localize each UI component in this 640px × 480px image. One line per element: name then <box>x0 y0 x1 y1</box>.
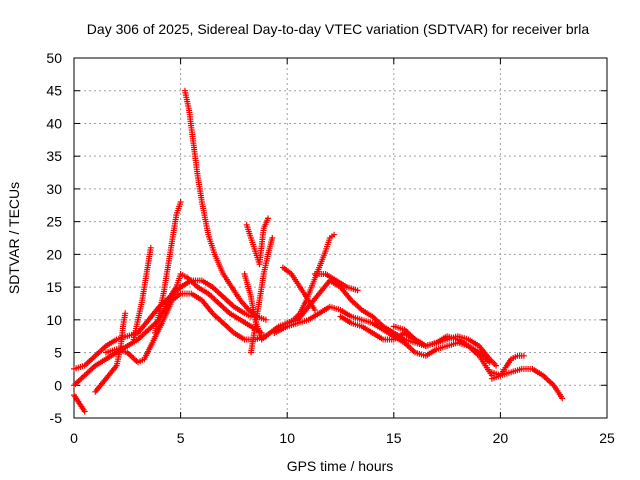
series-arc-11 <box>243 215 271 268</box>
series-markers <box>71 392 88 415</box>
y-tick-label: 15 <box>46 279 62 295</box>
series-markers <box>488 365 566 402</box>
y-tick-label: 25 <box>46 214 62 230</box>
y-tick-label: 10 <box>46 312 62 328</box>
series-arc-1 <box>71 392 88 415</box>
series-markers <box>248 235 276 356</box>
series-arc-10 <box>248 235 276 356</box>
series-layer <box>71 87 566 415</box>
series-arc-9 <box>241 271 429 349</box>
y-axis-label: SDTVAR / TECUs <box>6 182 22 294</box>
series-arc-14 <box>279 264 318 313</box>
series-arc-17 <box>390 323 493 366</box>
series-markers <box>181 87 269 323</box>
series-markers <box>243 215 271 268</box>
x-tick-label: 0 <box>70 430 78 446</box>
chart-title: Day 306 of 2025, Sidereal Day-to-day VTE… <box>87 21 590 37</box>
series-markers <box>92 310 129 395</box>
y-tick-label: 40 <box>46 115 62 131</box>
series-arc-4 <box>92 310 129 395</box>
series-markers <box>152 199 184 336</box>
y-tick-label: 20 <box>46 246 62 262</box>
y-tick-label: 45 <box>46 83 62 99</box>
series-markers <box>130 244 154 343</box>
y-tick-label: 50 <box>46 50 62 66</box>
series-markers <box>390 323 493 366</box>
plot-frame <box>73 57 608 419</box>
x-tick-label: 5 <box>177 430 185 446</box>
tick-layer: 0 5 10 15 20 25 -5 0 5 10 15 20 25 30 35 40 45 50 <box>46 50 615 446</box>
series-arc-19 <box>488 365 566 402</box>
series-arc-6 <box>130 244 154 343</box>
y-tick-label: 5 <box>54 345 62 361</box>
series-markers <box>279 264 318 313</box>
series-markers <box>311 271 361 294</box>
x-tick-label: 10 <box>279 430 295 446</box>
x-axis-label: GPS time / hours <box>287 458 394 474</box>
y-tick-label: 30 <box>46 181 62 197</box>
y-tick-label: 0 <box>54 377 62 393</box>
x-tick-label: 20 <box>493 430 509 446</box>
series-arc-7 <box>152 199 184 336</box>
x-tick-label: 15 <box>386 430 402 446</box>
x-tick-label: 25 <box>599 430 615 446</box>
series-arc-8 <box>181 87 269 323</box>
series-arc-15 <box>311 271 361 294</box>
y-tick-label: 35 <box>46 148 62 164</box>
y-tick-label: -5 <box>50 410 63 426</box>
